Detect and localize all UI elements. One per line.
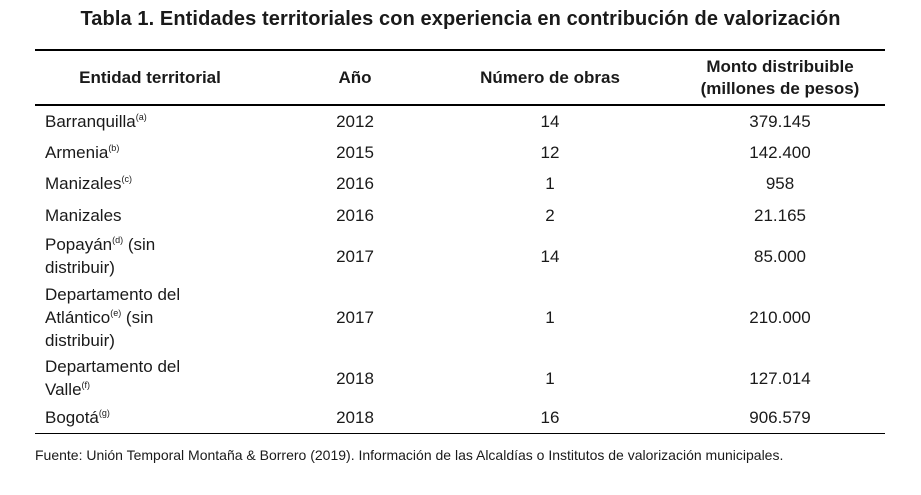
header-monto-line2: (millones de pesos) — [700, 78, 860, 98]
cell-obras: 16 — [540, 407, 560, 427]
cell-entidad: Barranquilla(a) — [45, 112, 147, 131]
cell-obras: 1 — [545, 308, 555, 327]
territorial-entities-table: Entidad territorial Año Número de obras … — [35, 49, 885, 434]
table-row: Barranquilla(a) 2012 14 379.145 — [35, 105, 885, 137]
cell-entidad: Popayán(d) (sin distribuir) — [45, 235, 156, 277]
header-ano: Año — [338, 67, 372, 87]
cell-entidad: Bogotá(g) — [45, 407, 110, 427]
cell-entidad: Departamento del Atlántico(e) (sin distrib… — [45, 285, 181, 350]
cell-obras: 1 — [545, 174, 555, 193]
cell-ano: 2018 — [336, 368, 374, 388]
cell-ano: 2016 — [336, 205, 374, 225]
table-row: Departamento del Valle(f) 2018 1 127.014 — [35, 354, 885, 402]
cell-monto: 142.400 — [749, 143, 811, 162]
cell-entidad: Armenia(b) — [45, 143, 120, 162]
cell-ano: 2012 — [336, 112, 374, 131]
cell-obras: 1 — [545, 368, 555, 388]
header-obras: Número de obras — [480, 67, 620, 87]
header-monto: Monto distribuible (millones de pesos) — [675, 50, 885, 105]
cell-monto: 210.000 — [749, 308, 811, 327]
table-source-note: Fuente: Unión Temporal Montaña & Borrero… — [35, 447, 784, 463]
cell-monto: 379.145 — [749, 112, 811, 131]
cell-obras: 2 — [545, 205, 555, 225]
cell-entidad: Manizales(c) — [45, 174, 133, 193]
cell-monto: 21.165 — [754, 205, 806, 225]
cell-ano: 2017 — [336, 246, 374, 266]
table-header-row: Entidad territorial Año Número de obras … — [35, 50, 885, 105]
header-entidad: Entidad territorial — [79, 67, 221, 87]
table-row: Armenia(b) 2015 12 142.400 — [35, 137, 885, 168]
cell-ano: 2015 — [336, 143, 374, 162]
cell-ano: 2018 — [336, 407, 374, 427]
cell-monto: 127.014 — [749, 368, 811, 388]
cell-monto: 958 — [765, 174, 795, 193]
cell-monto: 85.000 — [754, 246, 806, 266]
cell-obras: 12 — [540, 143, 560, 162]
table-row: Bogotá(g) 2018 16 906.579 — [35, 402, 885, 433]
cell-obras: 14 — [540, 112, 560, 131]
cell-obras: 14 — [540, 246, 560, 266]
table-row: Popayán(d) (sin distribuir) 2017 14 85.00… — [35, 231, 885, 281]
cell-ano: 2016 — [336, 174, 374, 193]
table-caption: Tabla 1. Entidades territoriales con exp… — [80, 8, 841, 30]
table-row: Departamento del Atlántico(e) (sin distrib… — [35, 281, 885, 354]
cell-monto: 906.579 — [749, 407, 811, 427]
cell-entidad: Manizales — [45, 205, 122, 225]
cell-ano: 2017 — [336, 308, 374, 327]
table-row: Manizales(c) 2016 1 958 — [35, 168, 885, 199]
table-row: Manizales 2016 2 21.165 — [35, 199, 885, 231]
cell-entidad: Departamento del Valle(f) — [45, 357, 181, 399]
header-monto-line1: Monto distribuible — [706, 56, 854, 76]
